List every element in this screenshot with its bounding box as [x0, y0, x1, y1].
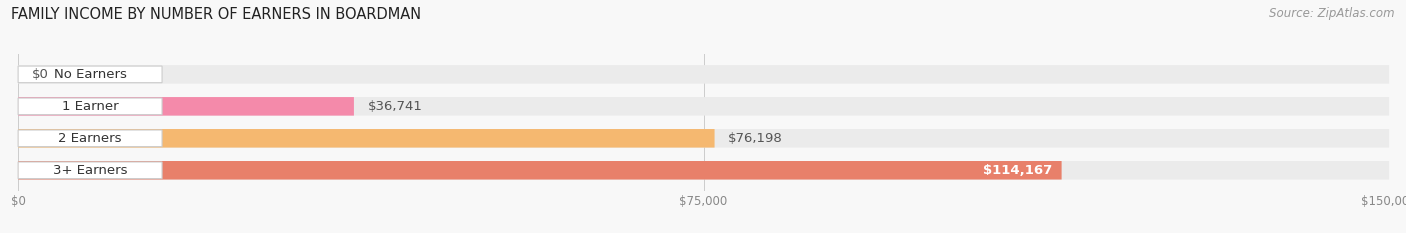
Text: Source: ZipAtlas.com: Source: ZipAtlas.com [1270, 7, 1395, 20]
FancyBboxPatch shape [18, 129, 714, 147]
Text: $36,741: $36,741 [367, 100, 423, 113]
Text: $0: $0 [32, 68, 49, 81]
Text: 2 Earners: 2 Earners [58, 132, 122, 145]
FancyBboxPatch shape [18, 162, 162, 178]
FancyBboxPatch shape [18, 161, 1062, 180]
FancyBboxPatch shape [18, 129, 1389, 147]
FancyBboxPatch shape [18, 130, 162, 147]
Text: $114,167: $114,167 [983, 164, 1053, 177]
FancyBboxPatch shape [18, 97, 1389, 116]
Text: $76,198: $76,198 [728, 132, 783, 145]
FancyBboxPatch shape [18, 98, 162, 115]
FancyBboxPatch shape [18, 65, 1389, 84]
FancyBboxPatch shape [18, 161, 1389, 180]
Text: No Earners: No Earners [53, 68, 127, 81]
Text: 3+ Earners: 3+ Earners [53, 164, 128, 177]
FancyBboxPatch shape [18, 97, 354, 116]
Text: FAMILY INCOME BY NUMBER OF EARNERS IN BOARDMAN: FAMILY INCOME BY NUMBER OF EARNERS IN BO… [11, 7, 422, 22]
Text: 1 Earner: 1 Earner [62, 100, 118, 113]
FancyBboxPatch shape [18, 66, 162, 83]
